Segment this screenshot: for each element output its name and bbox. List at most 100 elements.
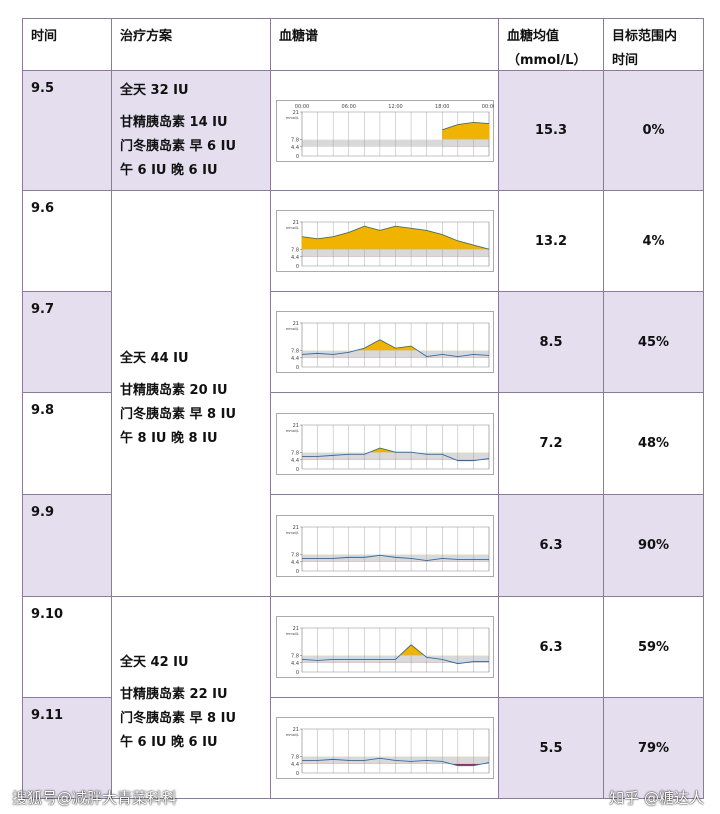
y-tick-label: 7.8 xyxy=(291,654,299,660)
treatment-text: 全天 44 IU xyxy=(120,350,189,366)
header-text: （mmol/L） xyxy=(507,53,587,68)
header-text: 治疗方案 xyxy=(120,29,173,44)
time-label: 12:00 xyxy=(388,104,402,110)
glucose-line xyxy=(301,757,489,767)
tir-text: 59% xyxy=(637,639,670,655)
treatment-text: 午 8 IU 晚 8 IU xyxy=(120,430,218,446)
date-text: 9.9 xyxy=(31,505,55,520)
chart-cell: 0 4.4 7.8 21 mmol/L xyxy=(270,697,499,799)
y-tick-label: 0 xyxy=(295,771,298,777)
y-unit: mmol/L xyxy=(285,733,298,737)
tir-cell: 45% xyxy=(603,291,704,393)
header-text: 目标范围内 xyxy=(612,29,678,44)
header-cell: 血糖谱 xyxy=(270,18,499,71)
y-tick-label: 4.4 xyxy=(291,457,299,463)
treatment-text: 甘精胰岛素 22 IU xyxy=(120,686,228,702)
tir-text: 90% xyxy=(637,538,670,553)
y-tick-label: 4.4 xyxy=(291,356,299,362)
date-text: 9.7 xyxy=(31,302,55,317)
header-text: 时间 xyxy=(31,29,58,44)
y-unit: mmol/L xyxy=(285,632,298,636)
date-cell: 9.8 xyxy=(22,392,112,495)
header-text: 血糖均值 xyxy=(507,29,560,44)
treatment-text: 门冬胰岛素 早 8 IU xyxy=(120,710,237,726)
time-label: 00:00 xyxy=(481,104,493,110)
y-tick-label: 7.8 xyxy=(291,552,299,558)
header-text: 血糖谱 xyxy=(279,29,319,44)
date-text: 9.8 xyxy=(31,403,55,418)
tir-cell: 79% xyxy=(603,697,704,799)
tir-cell: 0% xyxy=(603,70,704,191)
header-text: 时间 xyxy=(612,53,639,68)
mean-text: 15.3 xyxy=(534,123,568,138)
y-unit: mmol/L xyxy=(285,531,298,535)
time-label: 00:00 xyxy=(294,104,308,110)
mean-cell: 5.5 xyxy=(498,697,604,799)
date-cell: 9.9 xyxy=(22,494,112,597)
chart-cell: 0 4.4 7.8 21 mmol/L xyxy=(270,392,499,495)
chart-cell: 0 4.4 7.8 21 mmol/L xyxy=(270,190,499,292)
watermark: 搜狐号@减胖大青菜科科 xyxy=(12,789,178,807)
chart-cell: 0 4.4 7.8 21 mmol/L xyxy=(270,494,499,597)
header-cell: 血糖均值 （mmol/L） xyxy=(498,18,604,71)
date-cell: 9.11 xyxy=(22,697,112,799)
y-tick-label: 21 xyxy=(292,423,298,429)
chart-bg xyxy=(275,412,494,475)
mean-cell: 15.3 xyxy=(498,70,604,191)
mean-cell: 6.3 xyxy=(498,596,604,698)
y-tick-label: 21 xyxy=(292,110,298,116)
date-text: 9.10 xyxy=(31,607,64,622)
glucose-line xyxy=(301,644,489,665)
y-tick-label: 4.4 xyxy=(291,144,299,150)
treatment-text: 午 6 IU 晚 6 IU xyxy=(120,734,218,750)
header-cell: 治疗方案 xyxy=(111,18,271,71)
y-tick-label: 0 xyxy=(295,467,298,473)
chart-bg xyxy=(275,514,494,577)
tir-cell: 48% xyxy=(603,392,704,495)
tir-text: 45% xyxy=(637,334,670,350)
mean-cell: 6.3 xyxy=(498,494,604,597)
date-text: 9.5 xyxy=(31,81,55,96)
mean-text: 13.2 xyxy=(534,233,568,249)
chart-cell: 0 4.4 7.8 21 mmol/L xyxy=(270,596,499,698)
mean-text: 8.5 xyxy=(539,334,563,350)
mean-cell: 7.2 xyxy=(498,392,604,495)
mean-text: 6.3 xyxy=(539,639,563,655)
high-area xyxy=(301,226,489,250)
date-cell: 9.5 xyxy=(22,70,112,191)
y-tick-label: 4.4 xyxy=(291,559,299,565)
y-unit: mmol/L xyxy=(285,429,298,433)
treatment-text: 甘精胰岛素 14 IU xyxy=(120,114,228,130)
y-tick-label: 7.8 xyxy=(291,450,299,456)
date-text: 9.6 xyxy=(31,201,55,216)
y-unit: mmol/L xyxy=(285,327,298,331)
tir-text: 4% xyxy=(642,233,665,249)
treatment-text: 门冬胰岛素 早 8 IU xyxy=(120,406,237,422)
tir-text: 0% xyxy=(642,123,665,138)
mean-text: 7.2 xyxy=(539,436,563,451)
y-unit: mmol/L xyxy=(285,116,298,120)
header-cell: 时间 xyxy=(22,18,112,71)
tir-cell: 59% xyxy=(603,596,704,698)
y-tick-label: 4.4 xyxy=(291,255,299,261)
treatment-cell: 全天 44 IU 甘精胰岛素 20 IU 门冬胰岛素 早 8 IU 午 8 IU 晚 … xyxy=(111,190,271,597)
treatment-text: 午 6 IU 晚 6 IU xyxy=(120,162,218,178)
date-cell: 9.6 xyxy=(22,190,112,292)
time-label: 06:00 xyxy=(341,104,355,110)
tir-cell: 4% xyxy=(603,190,704,292)
plot-frame xyxy=(301,526,489,571)
plot-frame xyxy=(301,322,489,368)
chart-cell: 0 4.4 7.8 21 mmol/L xyxy=(270,291,499,393)
high-area xyxy=(441,121,489,140)
glucose-line xyxy=(301,447,489,461)
tir-text: 79% xyxy=(637,740,670,756)
watermark: 知乎 @糖达人 xyxy=(609,789,704,807)
chart-bg xyxy=(275,717,494,779)
time-label: 18:00 xyxy=(435,104,449,110)
y-tick-label: 0 xyxy=(295,569,298,575)
